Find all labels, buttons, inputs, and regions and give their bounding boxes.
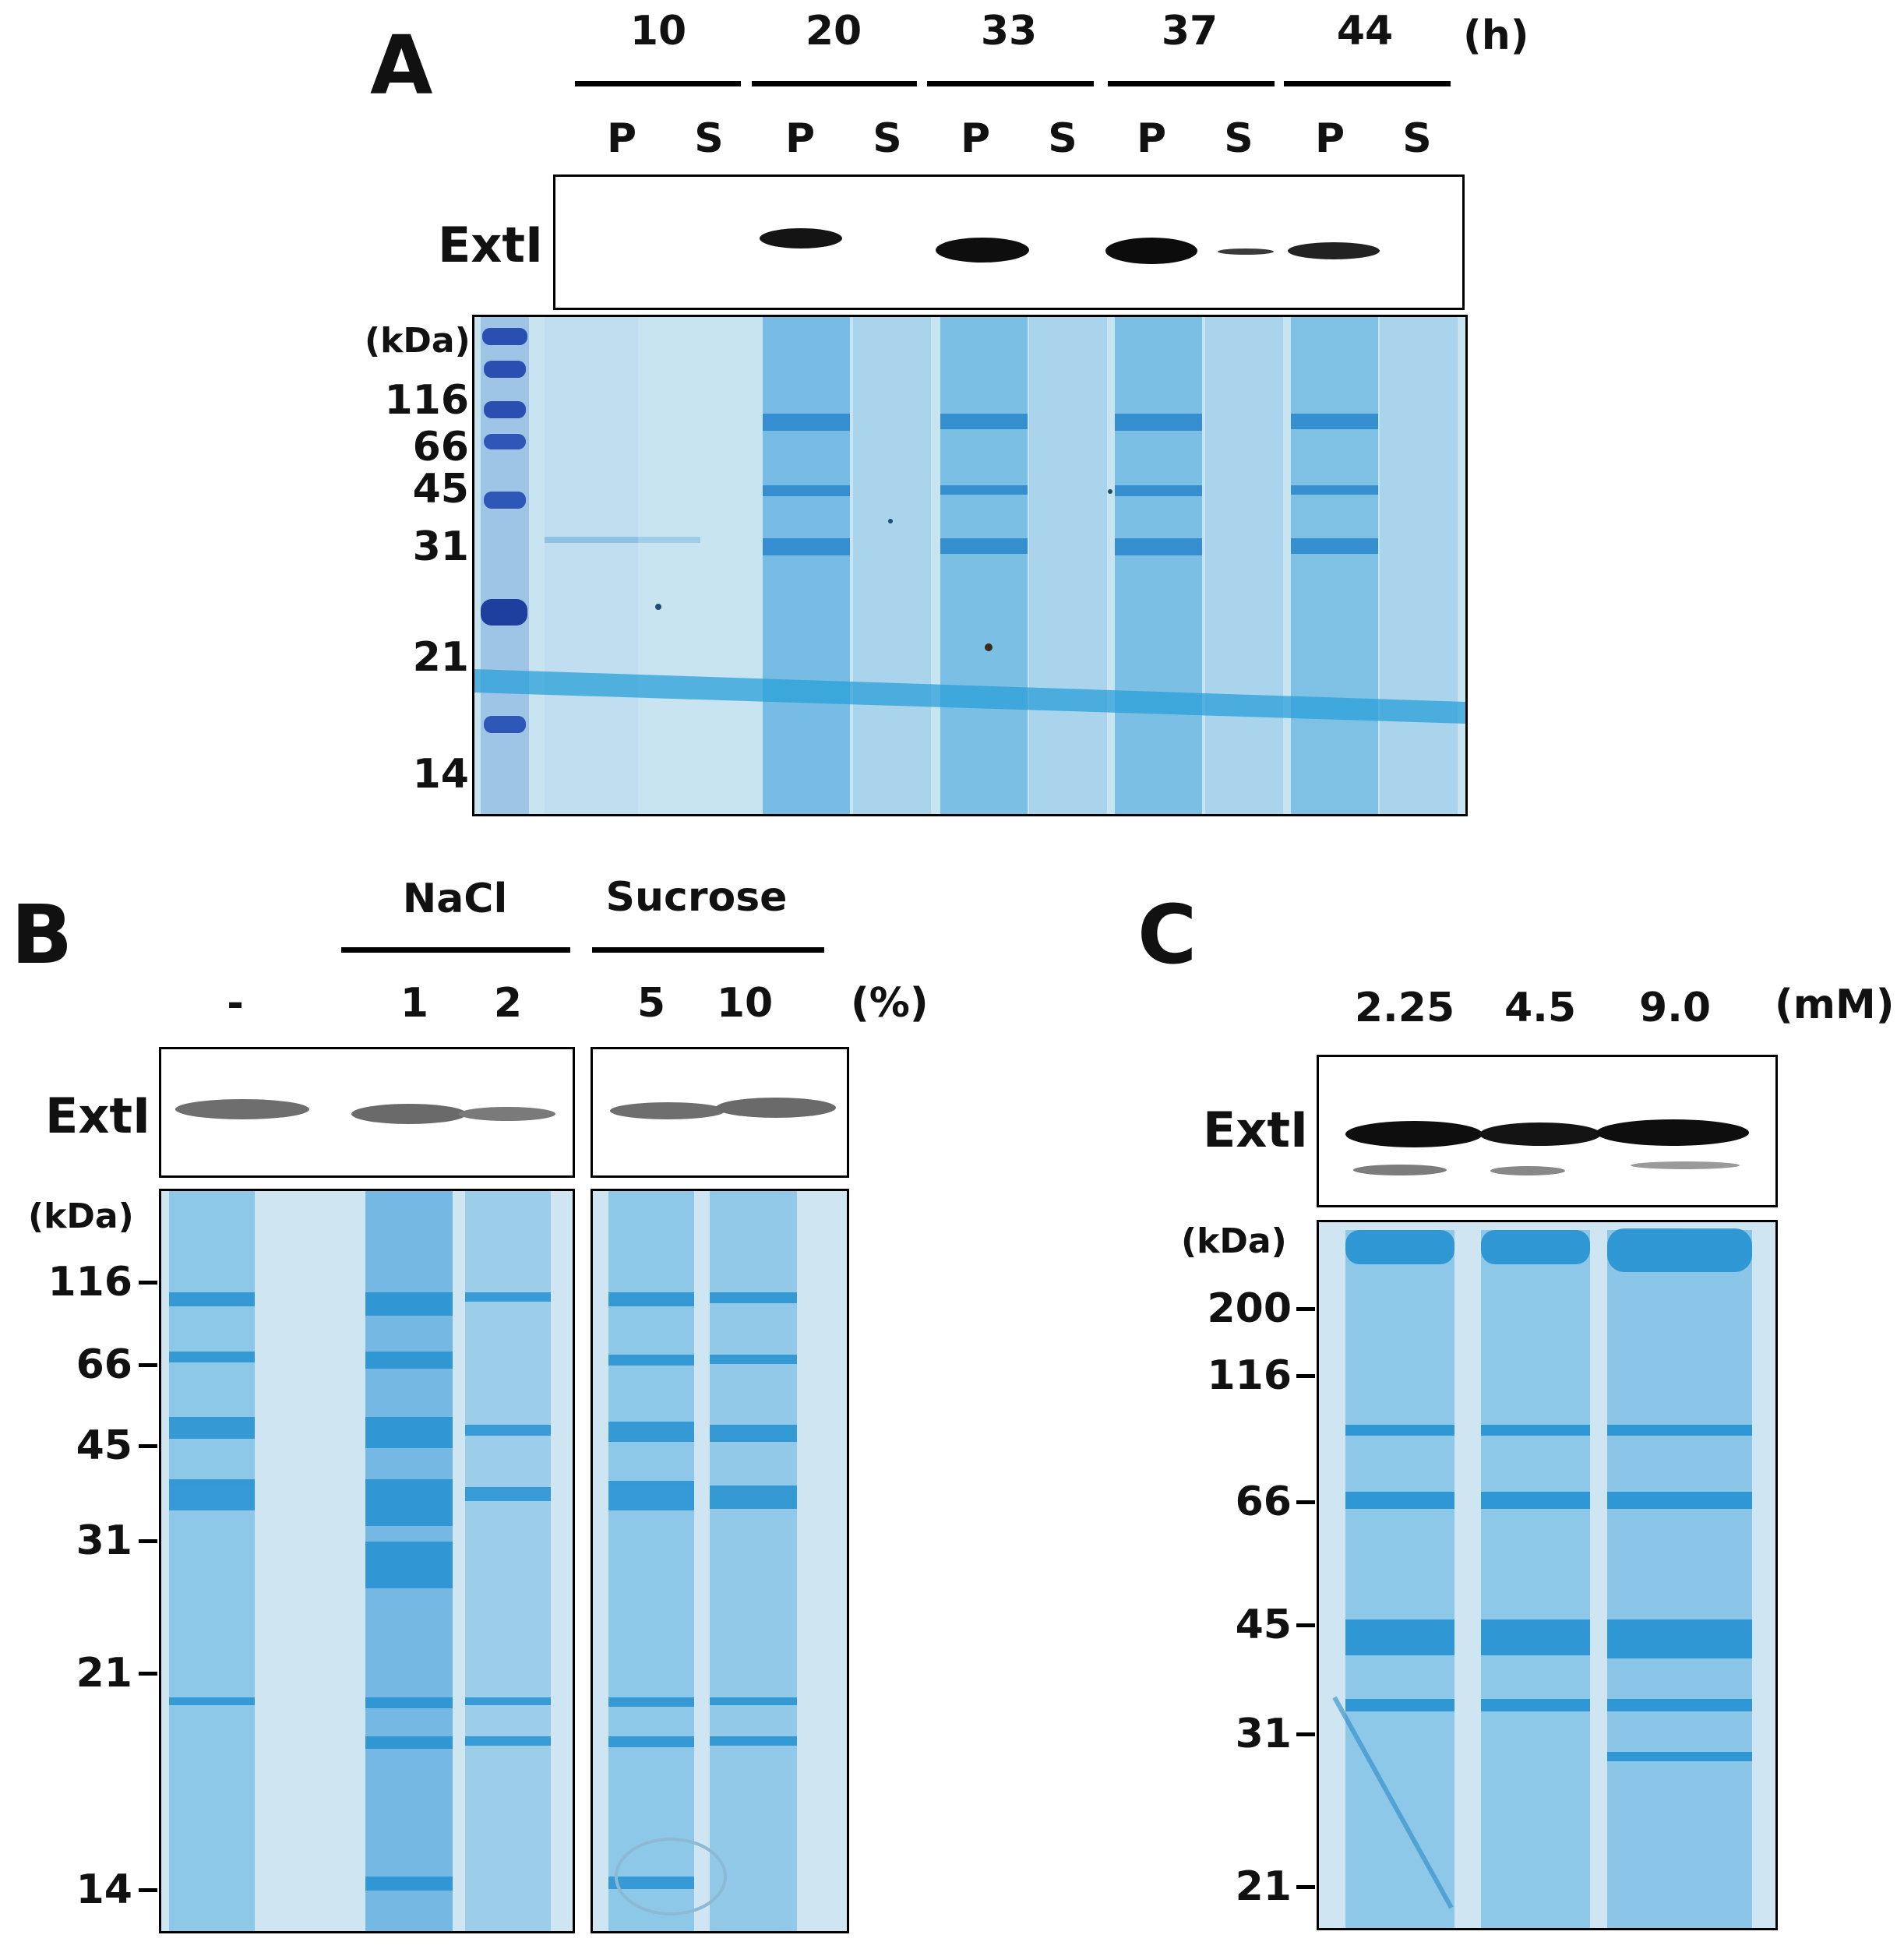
- blot-band: [760, 228, 842, 248]
- blot-band: [1353, 1165, 1447, 1175]
- control-label: -: [227, 980, 244, 1027]
- timepoint-label: 33: [980, 8, 1038, 55]
- mw-tick: [1296, 1732, 1315, 1736]
- group-bar: [592, 947, 824, 953]
- blot-band: [610, 1102, 725, 1119]
- panel-letter-c: C: [1137, 887, 1197, 982]
- kda-label: (kDa): [28, 1197, 134, 1236]
- western-blot-b-sucrose: [591, 1047, 849, 1178]
- group-bar: [341, 947, 570, 953]
- mw-tick: [139, 1444, 157, 1448]
- western-blot-b-nacl: [159, 1047, 575, 1178]
- mw-marker-label: 200: [1207, 1285, 1292, 1332]
- conc-label: 2.25: [1354, 985, 1455, 1031]
- mw-tick: [1296, 1623, 1315, 1627]
- conc-label: 2: [493, 980, 523, 1027]
- mw-marker-label: 116: [48, 1259, 132, 1306]
- timepoint-label: 20: [805, 8, 862, 55]
- conc-unit-label: (%): [851, 980, 929, 1027]
- mw-tick: [139, 1281, 157, 1285]
- mw-marker-label: 14: [412, 751, 469, 798]
- fraction-label: P: [1314, 115, 1345, 162]
- mw-marker-label: 66: [76, 1341, 132, 1388]
- group-bar: [1284, 81, 1451, 86]
- western-blot-c: [1317, 1055, 1778, 1207]
- blot-band: [1105, 238, 1197, 264]
- blot-band: [459, 1107, 555, 1121]
- fraction-label: S: [1402, 115, 1432, 162]
- kda-label: (kDa): [365, 321, 471, 361]
- fraction-label: S: [694, 115, 724, 162]
- conc-label: 9.0: [1638, 985, 1712, 1031]
- mw-marker-label: 116: [384, 377, 469, 424]
- conc-label: 5: [636, 980, 666, 1027]
- mw-marker-label: 116: [1207, 1352, 1292, 1399]
- blot-band: [1596, 1119, 1749, 1146]
- mw-marker-label: 66: [412, 424, 469, 470]
- kda-label: (kDa): [1181, 1221, 1287, 1261]
- conc-label: 4.5: [1504, 985, 1577, 1031]
- mw-marker-label: 21: [1235, 1863, 1292, 1910]
- blot-label: ExtI: [1203, 1101, 1309, 1158]
- fraction-label: P: [1136, 115, 1167, 162]
- mw-tick: [1296, 1374, 1315, 1378]
- blot-band: [1288, 242, 1380, 259]
- fraction-label: S: [1048, 115, 1077, 162]
- blot-band: [175, 1099, 309, 1119]
- mw-tick: [139, 1539, 157, 1543]
- group-label: Sucrose: [605, 874, 788, 921]
- mw-marker-label: 66: [1235, 1478, 1292, 1525]
- mw-tick: [139, 1672, 157, 1676]
- conc-label: 10: [716, 980, 774, 1027]
- mw-tick: [139, 1888, 157, 1892]
- group-bar: [1108, 81, 1275, 86]
- mw-marker-label: 14: [76, 1866, 132, 1913]
- timepoint-label: 44: [1336, 8, 1394, 55]
- timepoint-label: 10: [629, 8, 687, 55]
- fraction-label: P: [785, 115, 816, 162]
- mw-marker-label: 45: [412, 466, 469, 513]
- panel-letter-b: B: [11, 887, 73, 982]
- blot-band: [936, 238, 1029, 263]
- mw-marker-label: 21: [412, 634, 469, 681]
- timepoint-label: 37: [1161, 8, 1218, 55]
- panel-letter-a: A: [370, 18, 433, 113]
- blot-label: ExtI: [45, 1087, 151, 1144]
- conc-label: 1: [400, 980, 429, 1027]
- mw-marker-label: 45: [76, 1422, 132, 1469]
- blot-band: [351, 1104, 467, 1124]
- blot-band: [1345, 1121, 1483, 1147]
- fraction-label: P: [960, 115, 991, 162]
- blot-band: [1490, 1166, 1565, 1175]
- conc-unit-label: (mM): [1775, 982, 1895, 1028]
- coomassie-gel-a: [472, 315, 1468, 816]
- fraction-label: S: [873, 115, 902, 162]
- mw-tick: [1296, 1500, 1315, 1504]
- blot-band: [1479, 1122, 1601, 1146]
- mw-marker-label: 21: [76, 1650, 132, 1697]
- fraction-label: S: [1224, 115, 1253, 162]
- group-label: NaCl: [402, 876, 508, 922]
- coomassie-gel-b-sucrose: [591, 1189, 849, 1933]
- group-bar: [575, 81, 741, 86]
- blot-label: ExtI: [438, 217, 544, 273]
- mw-marker-label: 31: [412, 523, 469, 570]
- coomassie-gel-c: [1317, 1220, 1778, 1930]
- time-unit-label: (h): [1463, 12, 1529, 59]
- fraction-label: P: [606, 115, 637, 162]
- mw-tick: [1296, 1307, 1315, 1311]
- mw-marker-label: 45: [1235, 1602, 1292, 1648]
- blot-band: [1631, 1161, 1740, 1169]
- coomassie-gel-b-nacl: [159, 1189, 575, 1933]
- blot-band: [1218, 248, 1274, 255]
- mw-tick: [1296, 1885, 1315, 1889]
- mw-marker-label: 31: [1235, 1711, 1292, 1757]
- group-bar: [752, 81, 917, 86]
- mw-marker-label: 31: [76, 1517, 132, 1564]
- group-bar: [927, 81, 1094, 86]
- western-blot-a: [553, 174, 1465, 310]
- blot-band: [716, 1098, 836, 1118]
- mw-tick: [139, 1363, 157, 1367]
